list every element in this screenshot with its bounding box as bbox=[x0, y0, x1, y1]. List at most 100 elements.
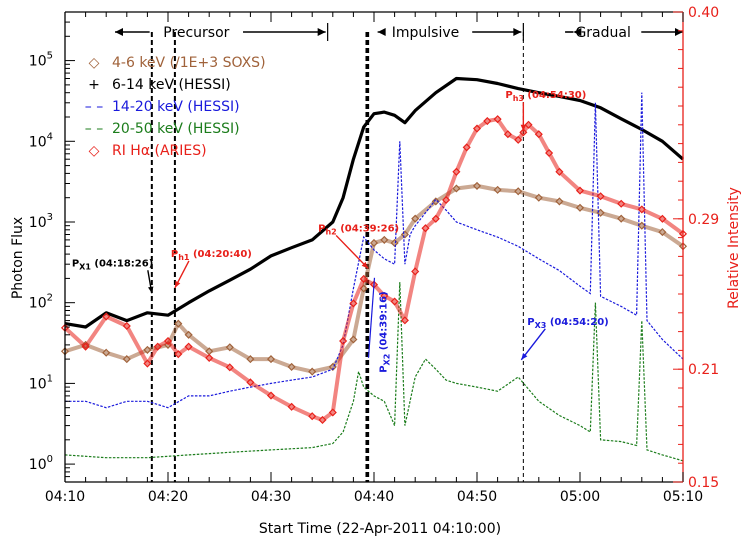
legend-marker: ◇ bbox=[89, 55, 100, 71]
data-point bbox=[519, 128, 528, 137]
x-axis-title: Start Time (22-Apr-2011 04:10:00) bbox=[259, 521, 501, 537]
peak-label: Ph2 (04:39:26) bbox=[318, 223, 399, 236]
data-point bbox=[452, 184, 461, 193]
data-point bbox=[246, 355, 255, 364]
peak-time-lines bbox=[150, 32, 524, 482]
data-point bbox=[431, 214, 440, 223]
data-point bbox=[174, 350, 183, 359]
data-point bbox=[184, 342, 193, 351]
legend-item-4: ◇ RI Hα (ARIES) bbox=[89, 143, 207, 159]
data-point bbox=[462, 143, 471, 152]
series-0 bbox=[60, 181, 688, 376]
data-point bbox=[390, 238, 399, 247]
data-point bbox=[122, 321, 131, 331]
peak-label: PX2 (04:39:16) bbox=[378, 291, 391, 372]
data-point bbox=[545, 148, 554, 158]
data-point bbox=[421, 224, 430, 233]
legend-item-1: +6-14 keV (HESSI) bbox=[88, 77, 231, 93]
legend-item-0: ◇ 4-6 keV (/1E+3 SOXS) bbox=[89, 55, 266, 71]
peak-label: PX1 (04:18:26) bbox=[72, 258, 153, 271]
y-right-tick-label: 0.40 bbox=[688, 5, 719, 21]
peak-arrowhead bbox=[521, 353, 528, 360]
series-line bbox=[64, 282, 684, 462]
data-point bbox=[359, 274, 368, 284]
phase-precursor: Precursor bbox=[115, 25, 326, 41]
phase-arrowhead-right bbox=[317, 28, 326, 36]
data-point bbox=[318, 415, 327, 425]
series-1 bbox=[64, 76, 685, 329]
data-point bbox=[174, 319, 183, 328]
x-tick-label: 04:20 bbox=[148, 489, 188, 505]
series-trace bbox=[64, 183, 685, 374]
data-point bbox=[617, 199, 626, 208]
phase-impulsive: Impulsive bbox=[327, 23, 522, 41]
legend-item-3: – – 20-50 keV (HESSI) bbox=[85, 121, 240, 137]
peak-annotations: PX1 (04:18:26) Ph1 (04:20:40) Ph2 (04:39:2… bbox=[72, 90, 609, 373]
data-point bbox=[503, 130, 512, 139]
data-point bbox=[225, 343, 234, 352]
series-line bbox=[65, 92, 684, 409]
data-point bbox=[143, 345, 152, 354]
series-trace bbox=[63, 117, 685, 422]
phase-arrowhead-left bbox=[573, 28, 582, 36]
peak-arrow bbox=[367, 277, 376, 358]
data-point bbox=[431, 197, 440, 206]
peak-label: PX3 (04:54:20) bbox=[527, 317, 608, 330]
phase-arrowhead-left bbox=[377, 28, 386, 36]
legend-item-2: – – 14-20 keV (HESSI) bbox=[85, 99, 240, 115]
phase-markers: Precursor Impulsive Gradual bbox=[115, 23, 683, 41]
data-point bbox=[637, 221, 646, 230]
data-point bbox=[617, 214, 626, 223]
data-point bbox=[205, 353, 214, 362]
data-point bbox=[472, 124, 482, 133]
data-point bbox=[163, 336, 173, 346]
data-point bbox=[122, 355, 131, 364]
series-2 bbox=[65, 92, 684, 409]
y-axis-title-left: Photon Flux bbox=[10, 217, 26, 299]
data-point bbox=[524, 120, 533, 129]
y-axis-title-right: Relative Intensity bbox=[726, 187, 742, 309]
y-right-tick-label: 0.21 bbox=[688, 362, 719, 378]
peak-annotation-2: Ph2 (04:39:26) bbox=[318, 223, 399, 269]
series-4 bbox=[60, 115, 688, 425]
legend-label: 20-50 keV (HESSI) bbox=[112, 121, 240, 137]
data-point bbox=[349, 335, 358, 344]
peak-arrowhead bbox=[361, 261, 369, 269]
phase-arrowhead-right bbox=[675, 28, 683, 36]
data-point bbox=[596, 192, 605, 201]
legend-marker: – – bbox=[85, 99, 103, 115]
data-point bbox=[493, 185, 502, 194]
data-point bbox=[472, 181, 482, 190]
peak-annotation-5: PX3 (04:54:20) bbox=[520, 317, 609, 361]
data-point bbox=[534, 130, 543, 139]
data-point bbox=[287, 402, 296, 411]
legend-label: 6-14 keV (HESSI) bbox=[112, 77, 231, 93]
x-tick-label: 04:40 bbox=[354, 489, 394, 505]
legend-marker: ◇ bbox=[89, 143, 100, 159]
phase-label: Impulsive bbox=[392, 25, 460, 41]
series-3 bbox=[64, 282, 684, 462]
data-point bbox=[246, 378, 255, 387]
data-point bbox=[637, 205, 646, 214]
data-point bbox=[308, 367, 317, 376]
data-point bbox=[143, 359, 152, 368]
phase-arrowhead-left bbox=[115, 28, 123, 36]
series-layer bbox=[60, 76, 688, 462]
peak-annotation-0: PX1 (04:18:26) bbox=[72, 258, 154, 294]
data-point bbox=[349, 299, 358, 308]
peak-arrowhead bbox=[520, 124, 527, 132]
data-point bbox=[102, 312, 111, 321]
x-tick-label: 04:10 bbox=[45, 489, 85, 505]
data-point bbox=[369, 238, 379, 247]
peak-label: Ph1 (04:20:40) bbox=[171, 249, 252, 262]
data-point bbox=[184, 330, 193, 339]
data-point bbox=[483, 116, 492, 126]
phase-arrowhead-right bbox=[513, 28, 522, 36]
data-point bbox=[658, 228, 667, 237]
data-point bbox=[153, 342, 162, 351]
data-point bbox=[658, 214, 667, 223]
data-point bbox=[514, 187, 523, 196]
peak-annotation-3: PX2 (04:39:16) bbox=[367, 277, 391, 373]
legend-label: 4-6 keV (/1E+3 SOXS) bbox=[112, 55, 266, 71]
